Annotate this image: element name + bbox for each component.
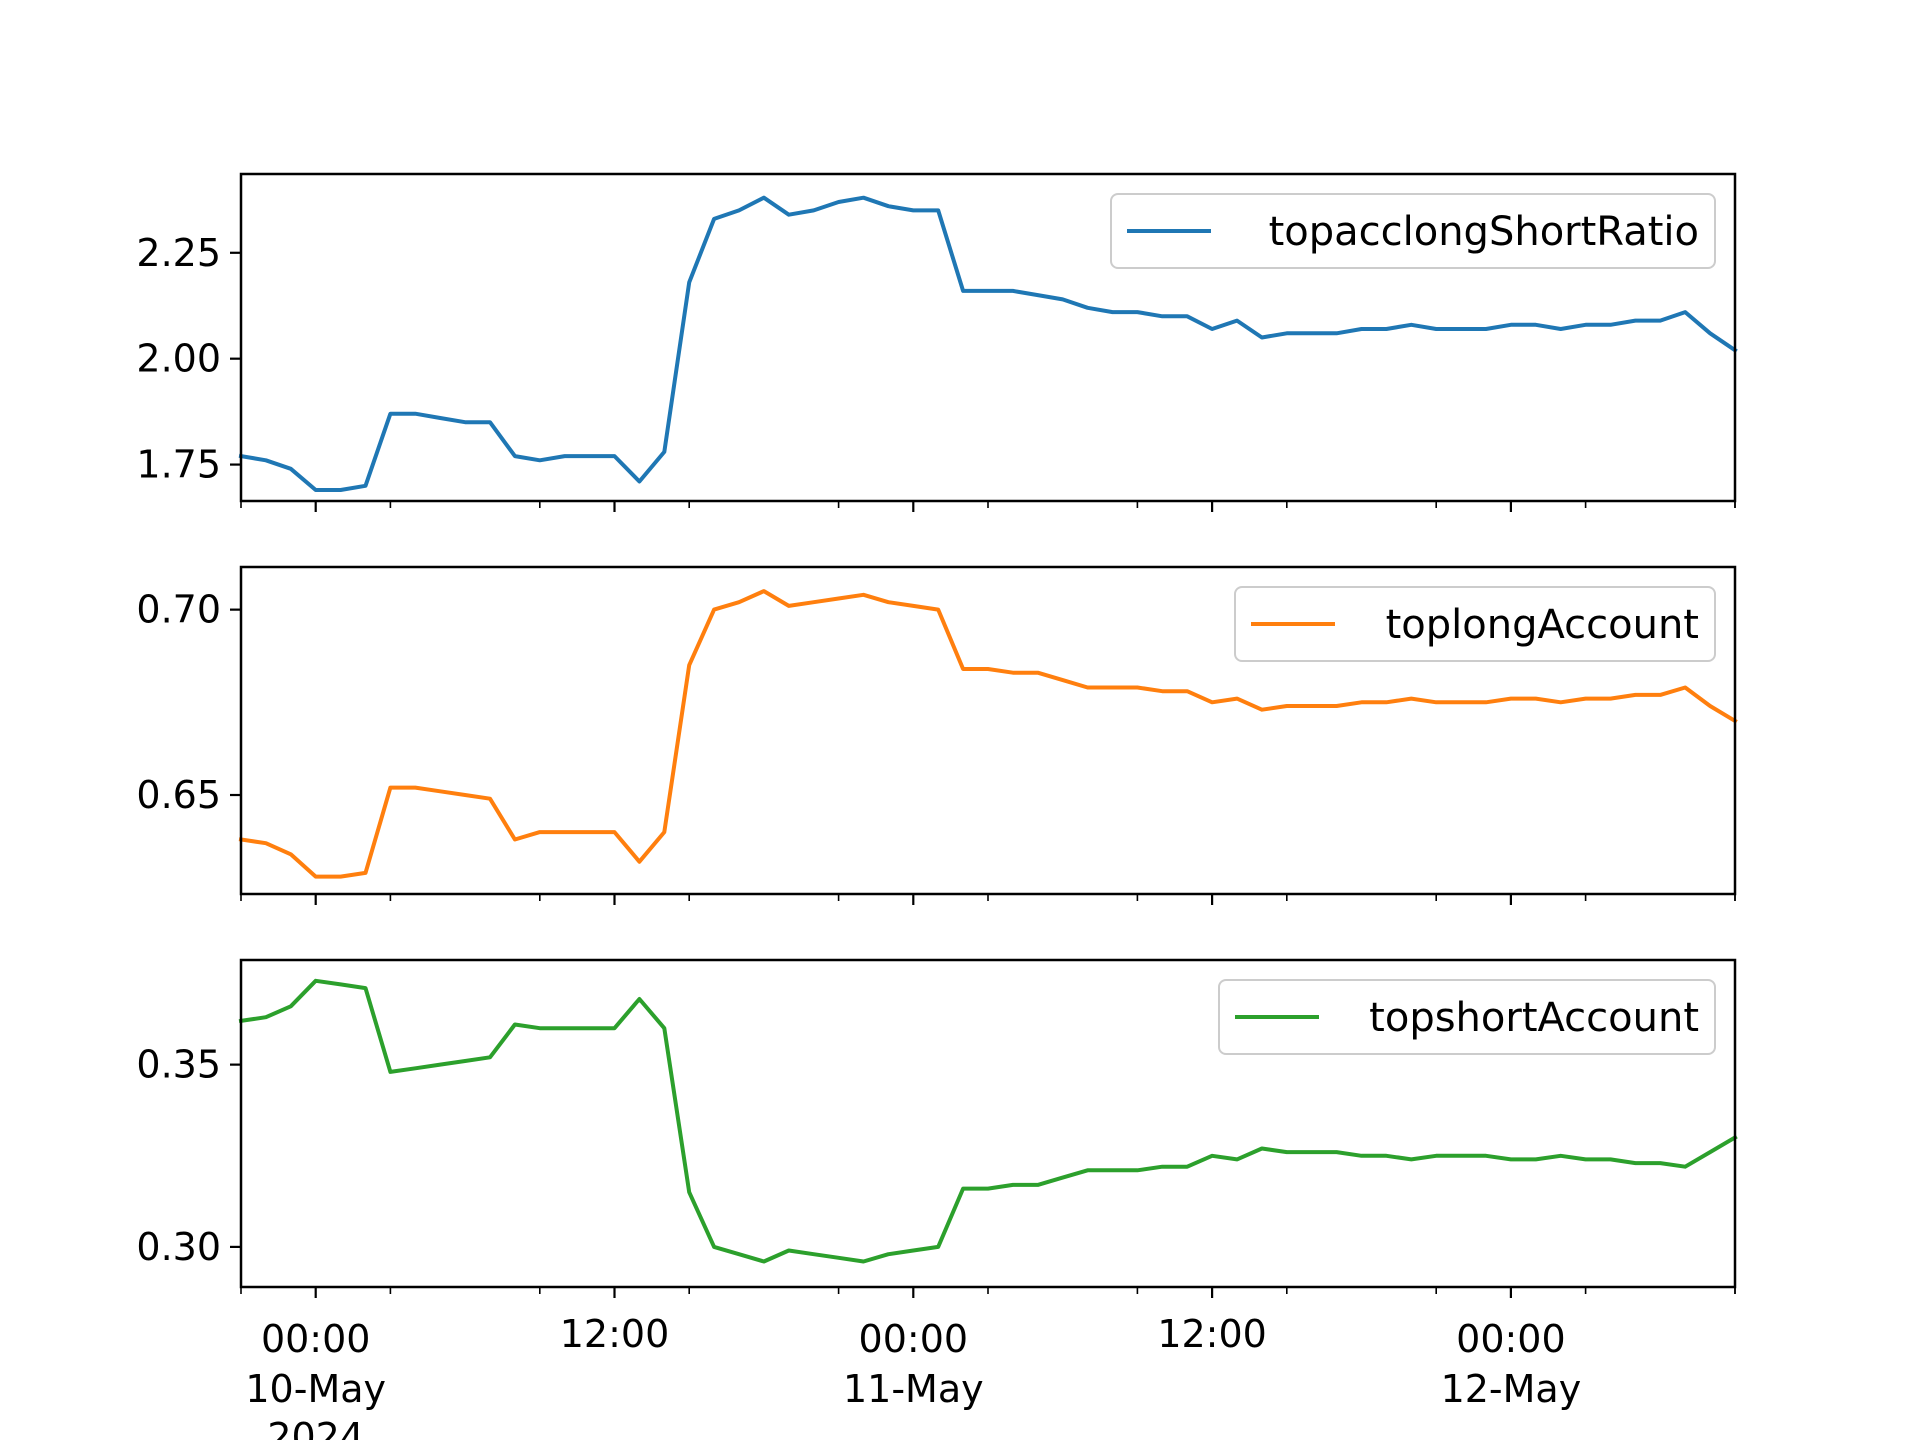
y-tick-label: 2.00 [136, 337, 221, 381]
x-tick-label: 00:00 [859, 1317, 969, 1361]
x-tick-date-label: 10-May [245, 1367, 386, 1411]
x-tick-label: 00:00 [261, 1317, 371, 1361]
legend-box [1234, 586, 1716, 662]
legend-label: toplongAccount [1386, 602, 1699, 648]
legend-label: topacclongShortRatio [1269, 209, 1699, 255]
legend: topshortAccount [1218, 979, 1716, 1055]
legend-box [1218, 979, 1716, 1055]
legend: topacclongShortRatio [1110, 193, 1716, 269]
legend: toplongAccount [1234, 586, 1716, 662]
y-tick-label: 0.70 [136, 588, 221, 632]
x-tick-date-label: 12-May [1441, 1367, 1582, 1411]
x-tick-label: 12:00 [1157, 1312, 1267, 1356]
y-tick-label: 0.35 [136, 1043, 221, 1087]
y-tick-label: 2.25 [136, 231, 221, 275]
y-tick-label: 0.65 [136, 773, 221, 817]
panel-1: 1.75 2.00 2.25 topacclongShortRatio [136, 172, 1738, 512]
x-tick-label: 00:00 [1456, 1317, 1566, 1361]
legend-label: topshortAccount [1369, 995, 1699, 1041]
series-line-toplongAccount [238, 589, 1738, 879]
panel-3: 0.30 0.35 00:00 10-May 2024 12:00 00:00 11-May 1… [136, 958, 1738, 1445]
legend-box [1110, 193, 1716, 269]
x-tick-date-label: 11-May [843, 1367, 984, 1411]
series-line-topacclongShortRatio [238, 195, 1738, 492]
x-tick-label: 12:00 [560, 1312, 670, 1356]
series-line-topshortAccount [238, 978, 1738, 1264]
x-tick-year-label: 2024 [267, 1415, 364, 1440]
panel-2: 0.65 0.70 toplongAccount [136, 565, 1738, 905]
y-tick-label: 1.75 [136, 443, 221, 487]
y-tick-label: 0.30 [136, 1225, 221, 1269]
